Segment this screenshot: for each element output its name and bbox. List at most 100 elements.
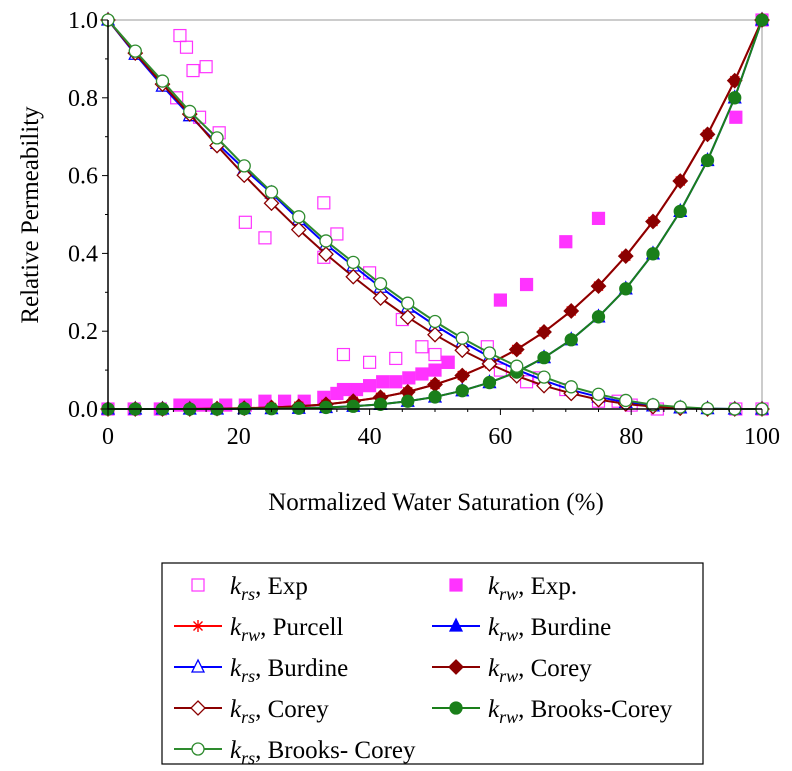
data-point-krs_exp xyxy=(258,231,272,245)
data-point-krw_brooks xyxy=(755,13,769,27)
data-point-krw_corey xyxy=(454,367,471,384)
data-point-krs_brooks xyxy=(237,159,251,173)
legend-item-krs_brooks: krs, Brooks- Corey xyxy=(174,737,416,768)
data-point-krw_exp xyxy=(363,379,377,393)
data-point-krs_exp xyxy=(173,28,187,43)
data-point-krw_brooks xyxy=(673,204,687,219)
series-krs_exp xyxy=(170,28,769,416)
data-point-krs_corey xyxy=(290,221,307,238)
series-krs_brooks xyxy=(101,13,769,416)
legend-marker xyxy=(192,620,204,632)
data-point-krw_corey xyxy=(617,248,634,265)
data-point-krw_corey xyxy=(427,376,443,393)
data-point-krs_brooks xyxy=(128,44,142,58)
data-point-krw_brooks xyxy=(591,310,606,324)
y-tick-label: 0.6 xyxy=(68,164,98,190)
data-point-krw_corey xyxy=(536,324,552,340)
x-tick-label: 0 xyxy=(102,424,114,450)
data-point-krw_exp xyxy=(415,367,429,381)
data-point-krw_brooks xyxy=(292,401,306,415)
legend: krs, Exp krw, Exp. krw, Purcell krw, Burdin… xyxy=(161,562,704,768)
data-point-krw_exp xyxy=(493,293,507,307)
data-point-krs_brooks xyxy=(673,400,687,414)
data-point-krw_brooks xyxy=(455,384,469,398)
data-point-krw_corey xyxy=(645,213,661,230)
data-point-krw_brooks xyxy=(728,91,742,105)
data-point-krw_brooks xyxy=(619,282,633,296)
series-krw_brooks xyxy=(101,13,769,416)
data-point-krs_brooks xyxy=(155,74,170,88)
data-point-krs_brooks xyxy=(619,393,633,408)
legend-marker xyxy=(449,701,463,715)
data-point-krw_brooks xyxy=(482,375,497,390)
data-point-krs_corey xyxy=(263,195,280,212)
legend-item-krs_corey: krs, Corey xyxy=(174,696,329,727)
plot-area xyxy=(107,19,763,410)
data-point-krs_brooks xyxy=(455,331,469,345)
legend-label: krw, Burdine xyxy=(488,614,611,645)
data-point-krs_brooks xyxy=(510,359,524,373)
data-point-krs_brooks xyxy=(564,380,578,394)
data-point-krs_corey xyxy=(427,326,443,343)
legend-label: krs, Brooks- Corey xyxy=(230,737,416,768)
series-krw_corey xyxy=(100,12,770,417)
y-axis-title: Relative Permeability xyxy=(17,106,44,324)
data-point-krs_corey xyxy=(454,342,471,359)
data-point-krw_exp xyxy=(428,363,442,377)
data-point-krs_exp xyxy=(186,63,200,78)
x-tick-label: 80 xyxy=(619,424,643,450)
legend-item-krs_exp: krs, Exp xyxy=(191,573,308,604)
data-point-krs_exp xyxy=(415,340,429,354)
data-point-krw_exp xyxy=(349,382,364,397)
series-krs_corey xyxy=(100,12,770,417)
data-point-krw_corey xyxy=(672,173,689,189)
y-tick-label: 1.0 xyxy=(68,8,98,34)
data-point-krw_brooks xyxy=(346,399,360,413)
data-point-krs_exp xyxy=(493,363,507,377)
data-point-krs_corey xyxy=(318,246,334,263)
y-tick-label: 0.8 xyxy=(68,86,98,112)
data-point-krs_corey xyxy=(399,309,416,326)
data-point-krs_brooks xyxy=(373,277,388,291)
series-line-krw_purcell xyxy=(108,19,763,410)
data-point-krs_brooks xyxy=(292,210,306,224)
series-line-krw_brooks xyxy=(108,19,763,410)
data-point-krs_brooks xyxy=(264,185,279,199)
data-point-krs_exp xyxy=(389,351,403,366)
data-point-krs_brooks xyxy=(319,234,333,248)
data-point-krw_brooks xyxy=(646,247,660,261)
legend-item-krw_exp: krw, Exp. xyxy=(449,573,577,604)
data-point-krw_corey xyxy=(563,303,580,319)
data-point-krs_corey xyxy=(481,355,498,372)
data-point-krw_corey xyxy=(699,126,716,143)
legend-label: krs, Burdine xyxy=(230,655,348,686)
series-line-krw_burdine xyxy=(108,19,763,410)
data-point-krw_exp xyxy=(559,235,573,249)
data-point-krw_corey xyxy=(508,341,525,358)
data-point-krs_corey xyxy=(236,167,253,184)
legend-item-krw_burdine: krw, Burdine xyxy=(432,614,611,645)
data-point-krw_exp xyxy=(336,382,351,397)
legend-label: krw, Corey xyxy=(488,655,592,686)
data-point-krs_exp xyxy=(170,91,184,105)
legend-marker xyxy=(191,578,205,592)
data-point-krw_corey xyxy=(590,278,607,294)
legend-marker xyxy=(449,578,463,592)
data-point-krs_brooks xyxy=(210,131,224,145)
data-point-krw_exp xyxy=(729,110,743,124)
data-point-krs_brooks xyxy=(428,314,442,329)
data-point-krs_brooks xyxy=(537,370,551,384)
data-point-krw_exp xyxy=(376,375,390,389)
x-tick-label: 40 xyxy=(358,424,382,450)
data-point-krw_brooks xyxy=(373,397,388,411)
legend-item-krw_brooks: krw, Brooks-Corey xyxy=(432,696,673,727)
data-point-krw_corey xyxy=(726,72,743,89)
data-point-krw_exp xyxy=(402,371,416,385)
x-tick-label: 100 xyxy=(744,424,780,450)
data-point-krs_exp xyxy=(179,40,194,54)
legend-marker xyxy=(190,700,206,716)
legend-marker xyxy=(191,742,205,756)
series-line-krs_corey xyxy=(107,19,762,410)
x-tick-label: 20 xyxy=(227,424,251,450)
